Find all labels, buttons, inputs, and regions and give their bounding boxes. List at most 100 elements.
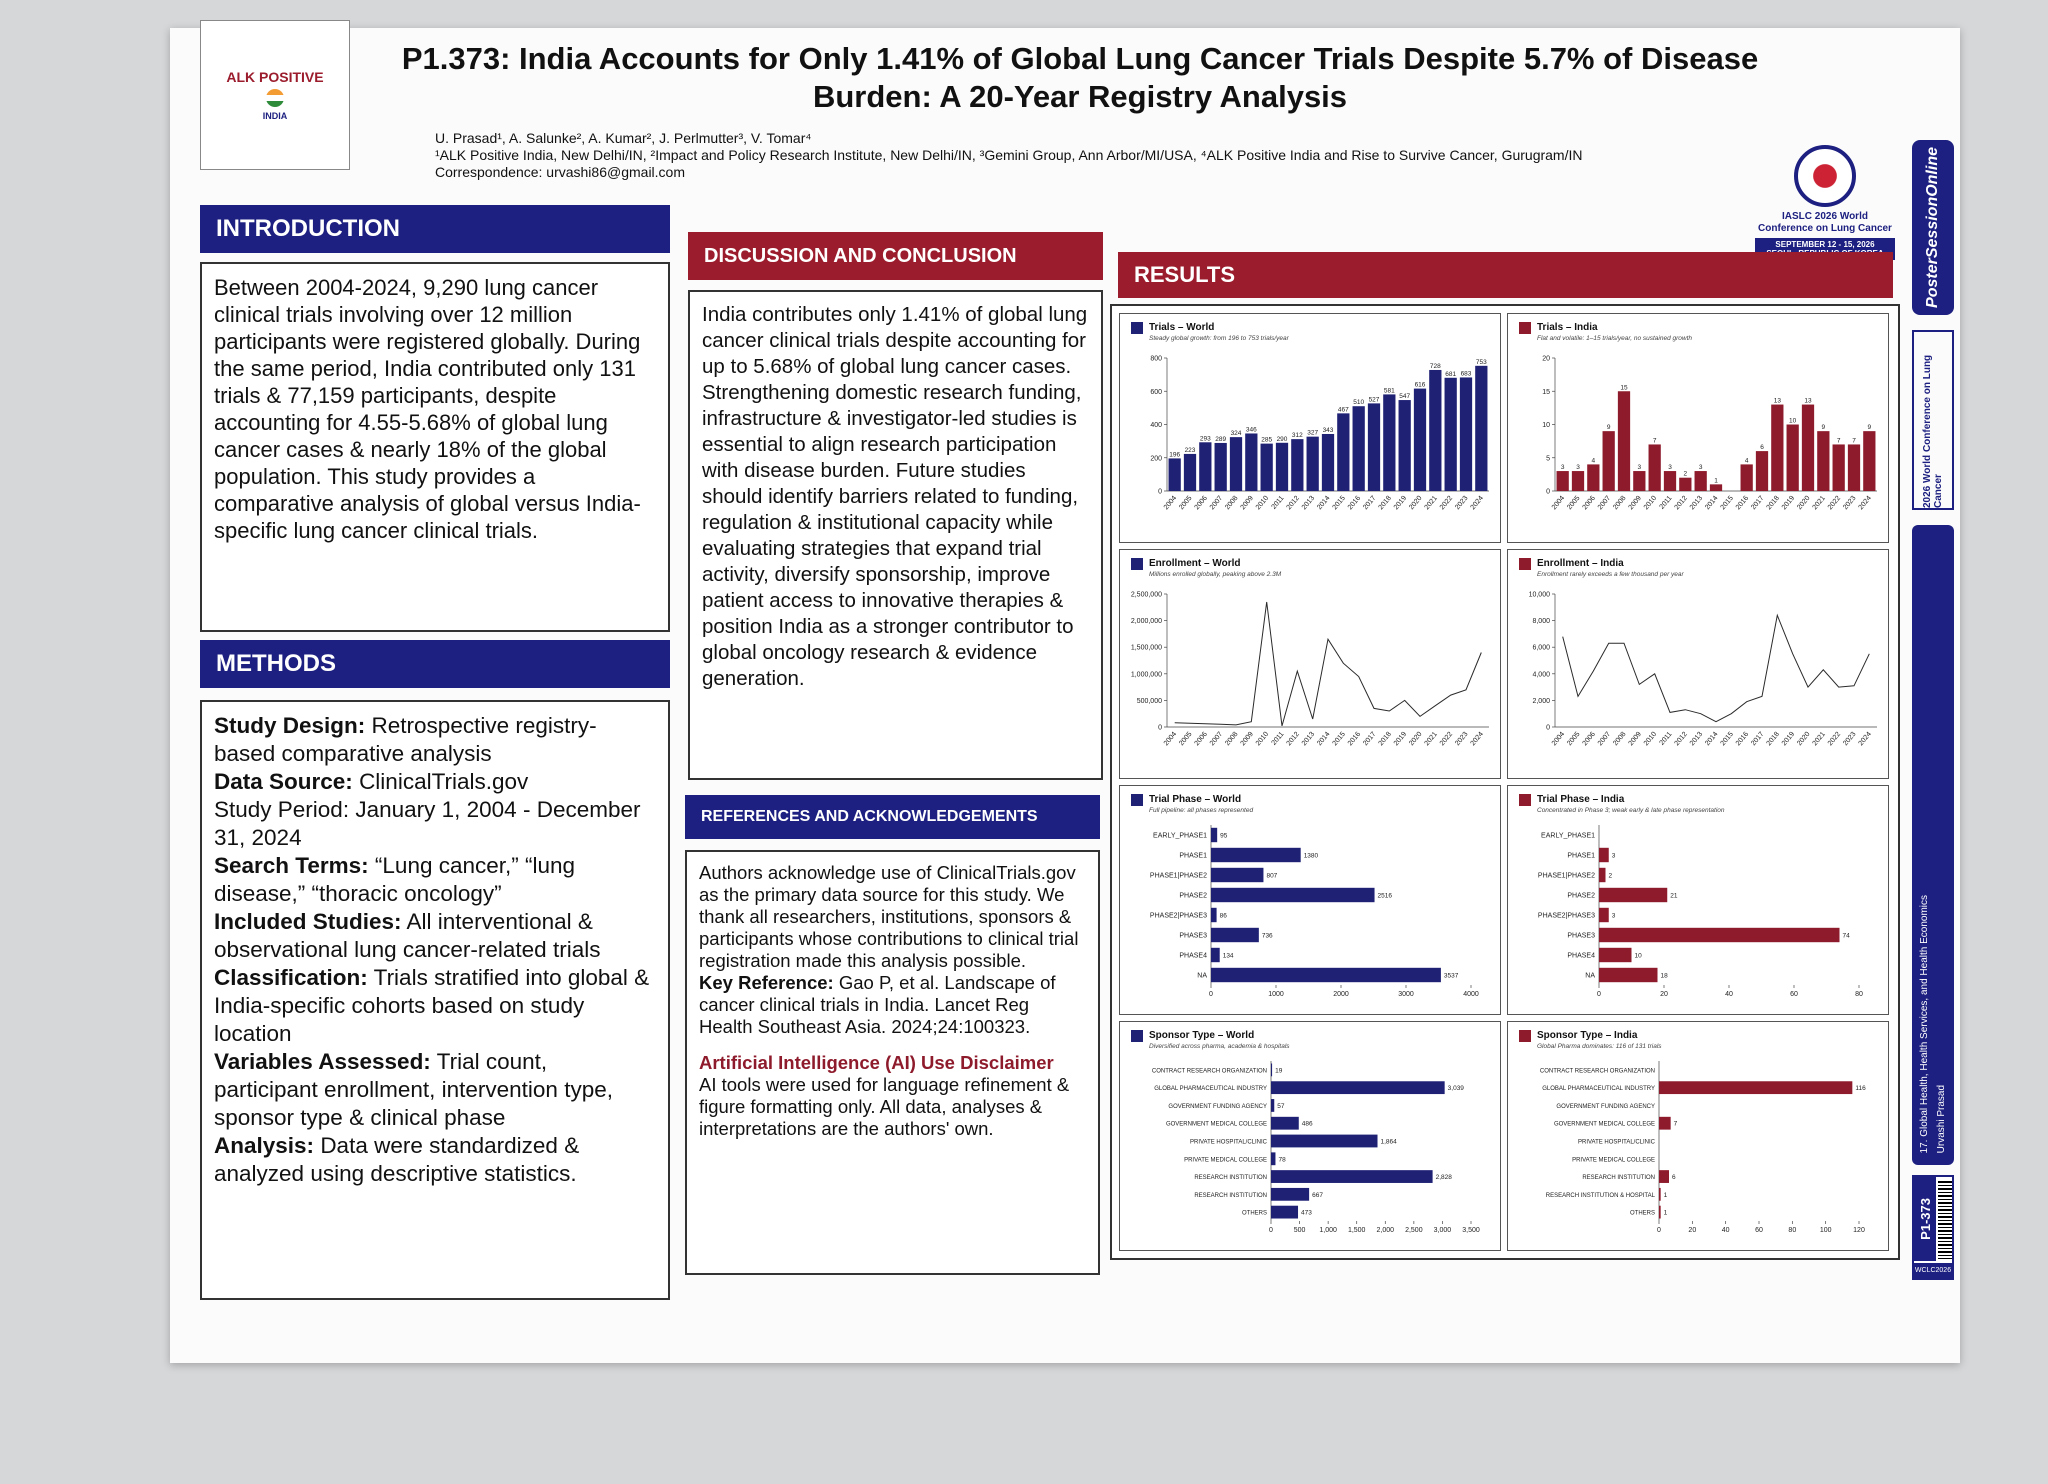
chart-subtitle: Flat and volatile: 1–15 trials/year, no … [1537, 335, 1692, 342]
y-tick-label: GOVERNMENT MEDICAL COLLEGE [1554, 1122, 1655, 1128]
conference-dates: SEPTEMBER 12 - 15, 2026 [1775, 240, 1875, 249]
data-label: 6 [1760, 444, 1764, 451]
y-tick-label: 10,000 [1529, 592, 1551, 599]
chart-subtitle: Global Pharma dominates: 116 of 131 tria… [1537, 1043, 1662, 1050]
data-label: 289 [1215, 436, 1226, 443]
data-label: 3 [1612, 853, 1616, 860]
chart-frame [1119, 549, 1501, 779]
data-label: 3537 [1444, 973, 1459, 980]
ai-text: AI tools were used for language refineme… [699, 1074, 1070, 1139]
y-tick-label: 2,500,000 [1131, 592, 1162, 599]
bar [1211, 927, 1259, 943]
bar [1271, 1063, 1273, 1077]
chart: Enrollment – World Millions enrolled glob… [1119, 549, 1501, 779]
method-text: Trial count, participant enrollment, int… [214, 1049, 613, 1130]
data-label: 13 [1804, 398, 1812, 405]
logo-name: ALK POSITIVE [226, 69, 324, 85]
data-label: 21 [1670, 893, 1678, 900]
y-tick-label: PHASE4 [1567, 953, 1595, 960]
data-label: 223 [1185, 447, 1196, 454]
x-tick-label: 80 [1855, 991, 1863, 998]
sidebar-track-box: 17. Global Health, Health Services, and … [1912, 525, 1954, 1165]
chart-frame [1507, 785, 1889, 1015]
chart: Enrollment – India Enrollment rarely exce… [1507, 549, 1889, 779]
method-item: Variables Assessed: Trial count, partici… [214, 1048, 656, 1132]
y-tick-label: 1,500,000 [1131, 645, 1162, 652]
data-label: 7 [1837, 437, 1841, 444]
bar [1801, 404, 1815, 491]
authors-block: U. Prasad¹, A. Salunke², A. Kumar², J. P… [435, 130, 1735, 181]
bar [1740, 464, 1753, 491]
method-item: Data Source: ClinicalTrials.gov [214, 768, 656, 796]
line [1562, 613, 1870, 723]
section-header: RESULTS [1118, 252, 1893, 298]
chart-title: Trials – World [1149, 322, 1214, 333]
sidebar-track: 17. Global Health, Health Services, and … [1919, 894, 1930, 1153]
bar [1275, 442, 1289, 491]
data-label: 324 [1231, 430, 1242, 437]
data-label: 57 [1277, 1103, 1285, 1110]
chart-frame [1507, 549, 1889, 779]
data-label: 78 [1278, 1156, 1286, 1163]
bar [1321, 433, 1335, 491]
data-label: 2 [1684, 471, 1688, 478]
y-tick-label: 1,000,000 [1131, 671, 1162, 678]
bar [1367, 403, 1381, 491]
bar [1337, 413, 1350, 491]
chart: Trial Phase – India Concentrated in Phase… [1507, 785, 1889, 1015]
method-label: Study Design: [214, 713, 366, 738]
method-label: Data Source: [214, 769, 353, 794]
data-label: 683 [1461, 370, 1472, 377]
x-tick-label: 3,000 [1434, 1227, 1452, 1234]
data-label: 2 [1609, 873, 1613, 880]
data-label: 10 [1789, 418, 1797, 425]
data-label: 4 [1745, 457, 1749, 464]
line [1174, 601, 1482, 727]
data-label: 3 [1612, 913, 1616, 920]
y-tick-label: 0 [1546, 489, 1550, 496]
sidebar-brand: PosterSessionOnline [1924, 147, 1941, 308]
y-tick-label: RESEARCH INSTITUTION [1194, 1193, 1267, 1199]
bar [1183, 453, 1197, 491]
bar [1587, 464, 1600, 491]
y-tick-label: PHASE2 [1567, 893, 1595, 900]
bar [1602, 431, 1615, 491]
sidebar-presenter: Urvashi Prasad [1936, 1084, 1947, 1153]
y-tick-label: PHASE2 [1179, 893, 1207, 900]
data-label: 3 [1638, 464, 1642, 471]
y-tick-label: EARLY_PHASE1 [1153, 833, 1207, 840]
bar [1413, 388, 1427, 491]
y-tick-label: PHASE2|PHASE3 [1150, 913, 1207, 920]
data-label: 3 [1576, 464, 1580, 471]
title-swatch [1131, 794, 1143, 806]
y-tick-label: 500,000 [1137, 698, 1162, 705]
method-label: Search Terms: [214, 853, 369, 878]
data-label: 346 [1246, 426, 1257, 433]
y-tick-label: 200 [1150, 455, 1162, 462]
y-tick-label: 400 [1150, 422, 1162, 429]
y-tick-label: 8,000 [1532, 618, 1550, 625]
data-label: 4 [1592, 457, 1596, 464]
y-tick-label: CONTRACT RESEARCH ORGANIZATION [1152, 1068, 1267, 1074]
data-label: 3 [1699, 464, 1703, 471]
data-label: 1 [1664, 1210, 1668, 1217]
x-tick-label: 3,500 [1462, 1227, 1480, 1234]
x-tick-label: 60 [1790, 991, 1798, 998]
bar [1659, 1187, 1661, 1201]
bar [1679, 477, 1692, 491]
y-tick-label: RESEARCH INSTITUTION [1582, 1175, 1655, 1181]
method-text: “Lung cancer,” “lung disease,” “thoracic… [214, 853, 576, 906]
bar [1659, 1081, 1853, 1095]
data-label: 616 [1415, 382, 1426, 389]
section-header: INTRODUCTION [200, 205, 670, 253]
method-text: All interventional & observational lung … [214, 909, 601, 962]
bar [1659, 1116, 1671, 1130]
method-label: Classification: [214, 965, 368, 990]
bar [1260, 443, 1273, 491]
section-header: DISCUSSION AND CONCLUSION [688, 232, 1103, 280]
bar [1786, 424, 1799, 491]
bar [1211, 947, 1220, 963]
bar [1599, 927, 1840, 943]
bar [1271, 1081, 1445, 1095]
y-tick-label: PRIVATE MEDICAL COLLEGE [1572, 1157, 1655, 1163]
